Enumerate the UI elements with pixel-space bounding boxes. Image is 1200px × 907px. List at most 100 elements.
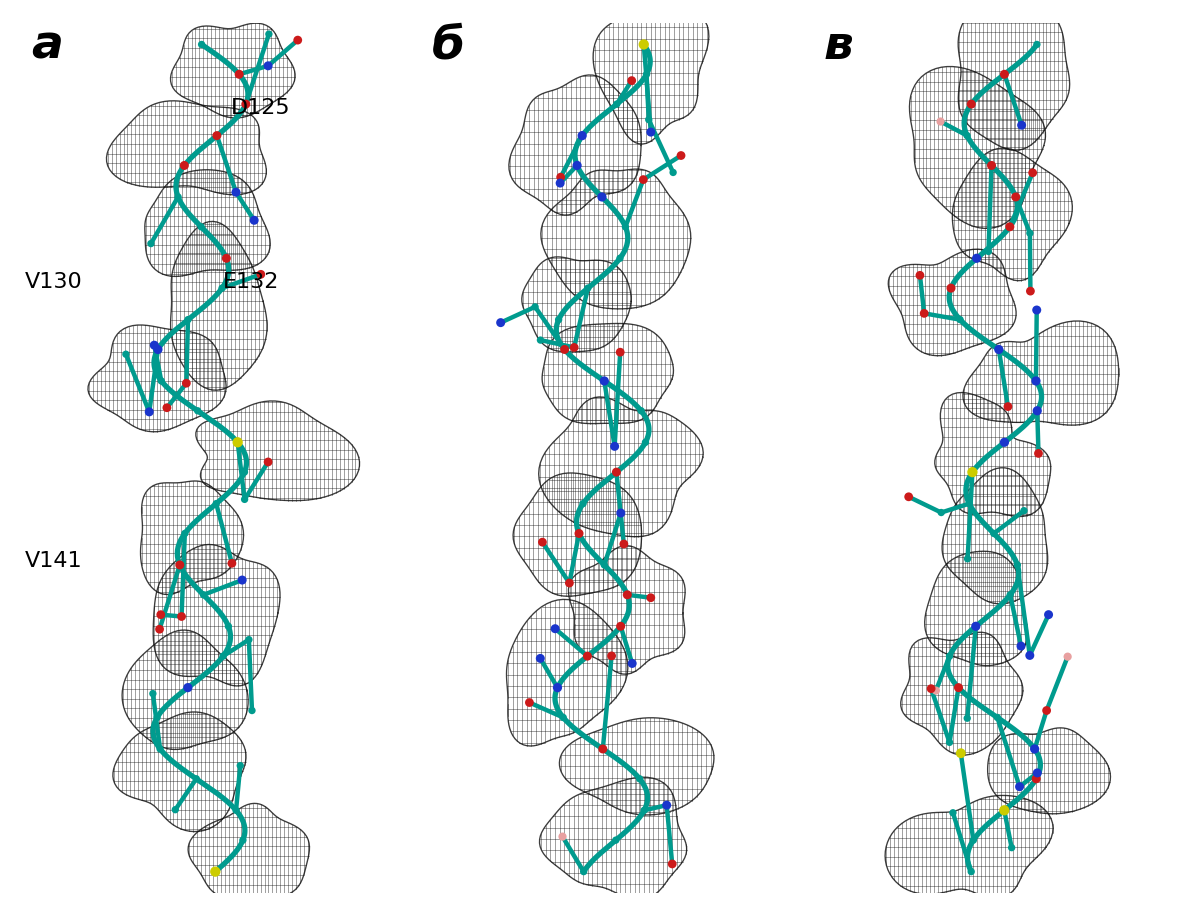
Point xyxy=(998,399,1018,414)
Point xyxy=(672,148,691,162)
Point xyxy=(142,237,161,251)
Point xyxy=(606,833,625,847)
Point xyxy=(150,622,169,637)
Point xyxy=(1027,772,1046,786)
Point xyxy=(1037,703,1056,717)
Point xyxy=(151,374,170,388)
Point xyxy=(149,342,168,356)
Point xyxy=(595,558,614,572)
Point xyxy=(1026,374,1045,388)
Point xyxy=(578,649,598,663)
Point xyxy=(179,312,198,327)
Point xyxy=(623,656,642,670)
Point xyxy=(1008,558,1027,572)
Point xyxy=(1027,37,1046,52)
Point xyxy=(568,158,587,172)
Point xyxy=(222,556,241,571)
Point xyxy=(914,307,934,321)
Point xyxy=(242,703,262,717)
Point xyxy=(227,803,246,817)
Point xyxy=(551,170,570,184)
Point xyxy=(143,687,162,701)
Point xyxy=(218,619,238,634)
Point xyxy=(1001,219,1020,234)
Point xyxy=(176,375,196,390)
Point xyxy=(212,281,232,296)
Point xyxy=(662,857,682,872)
Point xyxy=(1020,649,1039,663)
Point xyxy=(607,97,626,112)
Point xyxy=(631,404,650,418)
Point xyxy=(548,680,568,695)
Point xyxy=(1010,779,1030,794)
Point xyxy=(958,711,977,726)
Point xyxy=(995,803,1014,817)
Text: E132: E132 xyxy=(223,272,280,292)
Point xyxy=(520,696,539,710)
Point xyxy=(940,649,959,663)
Point xyxy=(236,97,256,112)
Point xyxy=(259,27,278,42)
Point xyxy=(245,213,264,228)
Point xyxy=(491,316,510,330)
Point xyxy=(949,680,968,695)
Point xyxy=(607,465,626,480)
Point xyxy=(593,190,612,204)
Point xyxy=(288,33,307,47)
Point xyxy=(961,864,980,879)
Text: V141: V141 xyxy=(25,551,83,571)
Point xyxy=(634,172,653,187)
Point xyxy=(258,454,277,469)
Point xyxy=(658,798,677,813)
Point xyxy=(989,342,1008,356)
Point xyxy=(630,772,649,786)
Point xyxy=(1002,841,1021,855)
Point xyxy=(634,37,653,52)
Point xyxy=(595,374,614,388)
Point xyxy=(966,619,985,634)
Point xyxy=(611,619,630,634)
Point xyxy=(150,742,169,756)
Point xyxy=(1021,284,1040,298)
Point xyxy=(553,829,572,844)
Point xyxy=(602,649,622,663)
Point xyxy=(233,573,252,588)
Point xyxy=(1027,404,1046,418)
Point xyxy=(636,435,655,450)
Point xyxy=(530,333,550,347)
Point xyxy=(205,864,224,879)
Point xyxy=(635,803,654,817)
Point xyxy=(952,746,971,760)
Point xyxy=(116,347,136,362)
Point xyxy=(170,558,190,572)
Point xyxy=(526,299,545,314)
Point xyxy=(984,526,1003,541)
Point xyxy=(1028,446,1048,461)
Point xyxy=(175,526,194,541)
Point xyxy=(235,493,254,507)
Point xyxy=(960,496,979,511)
Point xyxy=(564,340,583,355)
Point xyxy=(942,281,961,296)
Point xyxy=(618,588,637,602)
Point xyxy=(979,244,998,258)
Text: D125: D125 xyxy=(230,98,290,118)
Point xyxy=(175,158,194,172)
Point xyxy=(641,125,660,140)
Point xyxy=(593,742,612,756)
Point xyxy=(192,37,211,52)
Point xyxy=(616,219,635,234)
Point xyxy=(230,758,250,773)
Point xyxy=(641,590,660,605)
Point xyxy=(1027,303,1046,317)
Point xyxy=(922,681,941,696)
Point xyxy=(574,864,593,879)
Point xyxy=(962,465,982,480)
Point xyxy=(1006,190,1025,204)
Text: в: в xyxy=(823,24,853,69)
Point xyxy=(572,129,592,143)
Point xyxy=(964,833,983,847)
Point xyxy=(556,342,575,356)
Point xyxy=(637,67,656,82)
Point xyxy=(940,735,959,749)
